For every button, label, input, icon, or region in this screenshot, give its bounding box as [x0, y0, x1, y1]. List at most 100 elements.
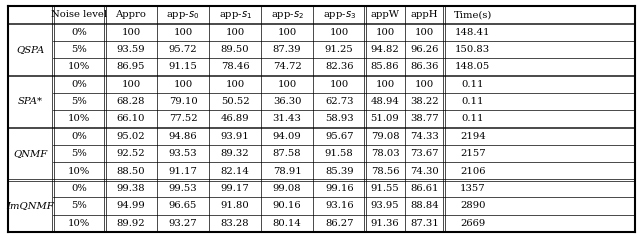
Text: 95.02: 95.02	[116, 132, 145, 141]
Text: 94.09: 94.09	[273, 132, 301, 141]
Text: 51.09: 51.09	[371, 114, 399, 124]
Text: 148.41: 148.41	[455, 28, 490, 37]
Text: 82.36: 82.36	[325, 62, 353, 71]
Text: 10%: 10%	[68, 114, 90, 124]
Text: 79.10: 79.10	[169, 97, 197, 106]
Text: 74.33: 74.33	[410, 132, 439, 141]
Text: 50.52: 50.52	[221, 97, 250, 106]
Text: 38.77: 38.77	[410, 114, 439, 124]
Text: 91.25: 91.25	[325, 45, 353, 54]
Text: 100: 100	[173, 80, 193, 89]
Text: 78.03: 78.03	[371, 149, 399, 158]
Text: 0.11: 0.11	[461, 80, 484, 89]
Text: app-$s_3$: app-$s_3$	[323, 9, 356, 21]
Text: 100: 100	[225, 28, 244, 37]
Text: 99.08: 99.08	[273, 184, 301, 193]
Text: 150.83: 150.83	[455, 45, 490, 54]
Text: 100: 100	[122, 28, 141, 37]
Text: 86.61: 86.61	[410, 184, 439, 193]
Text: 89.32: 89.32	[221, 149, 250, 158]
Text: 38.22: 38.22	[410, 97, 439, 106]
Text: 93.59: 93.59	[116, 45, 145, 54]
Text: 5%: 5%	[71, 45, 87, 54]
Text: 73.67: 73.67	[410, 149, 439, 158]
Text: 5%: 5%	[71, 201, 87, 210]
Text: Time(s): Time(s)	[454, 10, 492, 19]
Text: 87.58: 87.58	[273, 149, 301, 158]
Text: 2669: 2669	[460, 219, 485, 228]
Text: 0.11: 0.11	[461, 114, 484, 124]
Text: 90.16: 90.16	[273, 201, 301, 210]
Text: Appro: Appro	[116, 10, 147, 19]
Text: 86.95: 86.95	[116, 62, 145, 71]
Text: 78.46: 78.46	[221, 62, 250, 71]
Text: 89.92: 89.92	[116, 219, 145, 228]
Text: 93.53: 93.53	[169, 149, 197, 158]
Text: 48.94: 48.94	[371, 97, 399, 106]
Text: 93.91: 93.91	[221, 132, 250, 141]
Text: 148.05: 148.05	[455, 62, 490, 71]
Text: 100: 100	[375, 80, 395, 89]
Text: 88.50: 88.50	[116, 167, 145, 176]
Text: 0%: 0%	[71, 184, 87, 193]
Text: appH: appH	[411, 10, 438, 19]
Text: 91.55: 91.55	[371, 184, 399, 193]
Text: 93.27: 93.27	[169, 219, 197, 228]
Text: 85.86: 85.86	[371, 62, 399, 71]
Text: 0%: 0%	[71, 80, 87, 89]
Text: 77.52: 77.52	[169, 114, 197, 124]
Text: 100: 100	[173, 28, 193, 37]
Text: 100: 100	[415, 28, 434, 37]
Text: app-$s_2$: app-$s_2$	[271, 9, 303, 21]
Text: 93.16: 93.16	[325, 201, 353, 210]
Text: 94.82: 94.82	[371, 45, 399, 54]
Text: 100: 100	[375, 28, 395, 37]
Text: QNMF: QNMF	[13, 149, 47, 158]
Text: 2194: 2194	[460, 132, 486, 141]
Text: 95.67: 95.67	[325, 132, 353, 141]
Text: 74.72: 74.72	[273, 62, 301, 71]
Text: 87.39: 87.39	[273, 45, 301, 54]
Text: 85.39: 85.39	[325, 167, 353, 176]
Text: 79.08: 79.08	[371, 132, 399, 141]
Text: 80.14: 80.14	[273, 219, 301, 228]
Text: 96.26: 96.26	[410, 45, 438, 54]
Text: 92.52: 92.52	[116, 149, 145, 158]
Text: 2890: 2890	[460, 201, 486, 210]
Text: 95.72: 95.72	[169, 45, 197, 54]
Text: 91.80: 91.80	[221, 201, 250, 210]
Text: appW: appW	[371, 10, 399, 19]
Text: 100: 100	[330, 28, 349, 37]
Text: 91.58: 91.58	[325, 149, 353, 158]
Text: 91.36: 91.36	[371, 219, 399, 228]
Text: 78.91: 78.91	[273, 167, 301, 176]
Text: 0%: 0%	[71, 28, 87, 37]
Text: 99.16: 99.16	[325, 184, 353, 193]
Text: SPA*: SPA*	[18, 97, 43, 106]
Text: 31.43: 31.43	[273, 114, 301, 124]
Text: 88.84: 88.84	[410, 201, 439, 210]
Text: 10%: 10%	[68, 62, 90, 71]
Text: 82.14: 82.14	[221, 167, 250, 176]
Text: 46.89: 46.89	[221, 114, 250, 124]
Text: 0.11: 0.11	[461, 97, 484, 106]
Text: 83.28: 83.28	[221, 219, 250, 228]
Text: 74.30: 74.30	[410, 167, 439, 176]
Text: Noise level: Noise level	[51, 10, 107, 19]
Text: 100: 100	[415, 80, 434, 89]
Text: 100: 100	[225, 80, 244, 89]
Text: 99.38: 99.38	[116, 184, 145, 193]
Text: 99.53: 99.53	[169, 184, 197, 193]
Text: 94.86: 94.86	[169, 132, 197, 141]
Text: 100: 100	[330, 80, 349, 89]
Text: 78.56: 78.56	[371, 167, 399, 176]
Text: 5%: 5%	[71, 97, 87, 106]
Text: 89.50: 89.50	[221, 45, 250, 54]
Text: 86.27: 86.27	[325, 219, 353, 228]
Text: 66.10: 66.10	[116, 114, 145, 124]
Text: 91.17: 91.17	[168, 167, 198, 176]
Text: 99.17: 99.17	[221, 184, 250, 193]
Text: 1357: 1357	[460, 184, 486, 193]
Text: 2106: 2106	[460, 167, 486, 176]
Text: 91.15: 91.15	[168, 62, 198, 71]
